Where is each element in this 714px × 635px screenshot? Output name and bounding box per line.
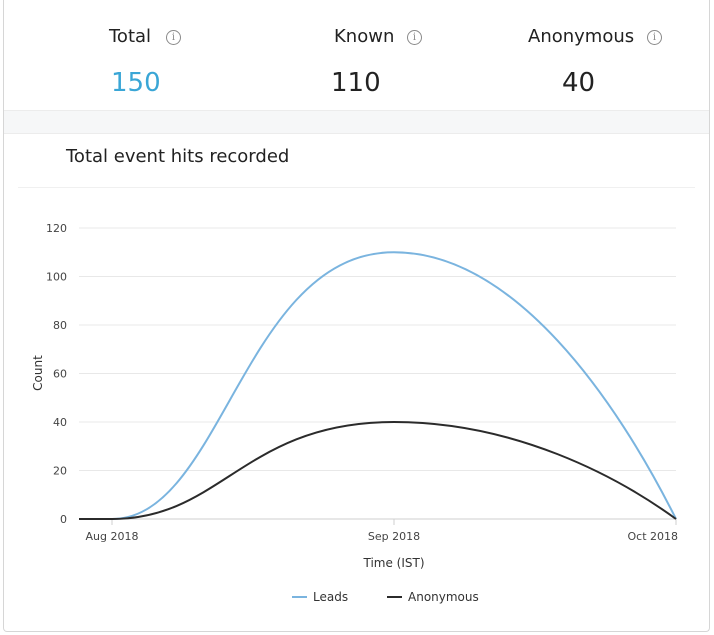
info-icon[interactable]: i [166,30,181,45]
series-lines [79,251,677,520]
section-divider [4,110,709,134]
y-tick-label: 60 [53,368,67,381]
series-line-leads [79,251,677,520]
legend-label: Anonymous [408,590,479,604]
x-axis-ticks: Aug 2018 Sep 2018 Oct 2018 [86,519,678,543]
y-tick-label: 120 [46,222,67,235]
y-tick-label: 20 [53,465,67,478]
chart-title: Total event hits recorded [66,146,290,167]
x-tick-label: Sep 2018 [368,530,420,543]
series-line-anonymous [79,420,677,520]
stat-total-value: 150 [111,68,161,98]
y-axis-ticks: 0 20 40 60 80 100 120 [46,222,67,526]
line-chart: 0 20 40 60 80 100 120 Aug 2018 Sep 2018 Oct 2018… [31,222,678,604]
info-icon[interactable]: i [407,30,422,45]
stat-known-value: 110 [331,68,381,98]
stat-anonymous-value: 40 [562,68,596,98]
stat-total-label: Total [109,26,152,47]
legend-label: Leads [313,590,348,604]
stat-known-label: Known [334,26,395,47]
y-axis-label: Count [31,355,45,391]
dashboard-card: Total i 150 Known i 110 Anonymous i 40 T… [3,0,710,632]
x-axis-label: Time (IST) [362,556,424,570]
x-tick-label: Oct 2018 [627,530,678,543]
stats-row: Total i 150 Known i 110 Anonymous i 40 [4,0,709,110]
info-icon[interactable]: i [647,30,662,45]
y-tick-label: 100 [46,271,67,284]
title-divider [18,187,695,188]
y-tick-label: 0 [60,513,67,526]
legend: Leads Anonymous [292,590,479,604]
y-tick-label: 40 [53,416,67,429]
stat-anonymous-label: Anonymous [528,26,635,47]
x-tick-label: Aug 2018 [86,530,139,543]
y-tick-label: 80 [53,319,67,332]
